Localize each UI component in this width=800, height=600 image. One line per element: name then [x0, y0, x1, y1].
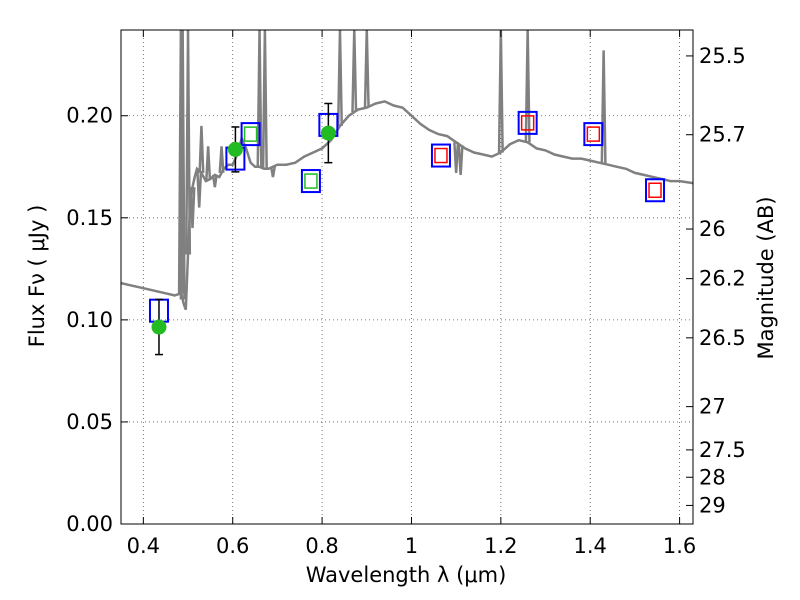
absorption-line — [196, 170, 203, 208]
emission-line — [600, 50, 607, 164]
emission-line — [497, 30, 504, 153]
right-tick-label: 26.2 — [699, 267, 746, 291]
data-points — [148, 102, 666, 356]
right-tick-label: 27 — [699, 395, 726, 419]
absorption-line — [211, 174, 218, 188]
emission-line — [351, 30, 358, 113]
emission-line — [218, 146, 225, 173]
emission-line — [179, 30, 186, 300]
model-photometry-square — [583, 122, 604, 147]
model-photometry-square — [240, 122, 261, 147]
emission-line — [205, 146, 212, 181]
emission-line — [261, 30, 268, 169]
fitted-photometry-square — [304, 173, 318, 189]
predicted-photometry-square — [434, 147, 448, 164]
right-tick-label: 28 — [699, 465, 726, 489]
x-tick-label: 0.8 — [305, 534, 338, 558]
x-tick-label: 1 — [405, 534, 418, 558]
emission-line — [256, 30, 263, 167]
x-axis-label: Wavelength λ (μm) — [306, 563, 507, 587]
model-photometry-square — [430, 143, 451, 168]
y-axis-label: Flux Fν ( μJy ) — [25, 205, 49, 348]
grid — [121, 30, 693, 525]
right-tick-label: 26 — [699, 217, 726, 241]
x-tick-label: 1.4 — [574, 534, 607, 558]
y-tick-label: 0.15 — [66, 206, 113, 230]
emission-line — [336, 30, 344, 126]
absorption-line — [453, 142, 460, 173]
absorption-line — [457, 145, 464, 176]
model-photometry-square — [300, 169, 321, 194]
x-tick-label: 1.6 — [663, 534, 696, 558]
absorption-line — [269, 166, 276, 178]
y-tick-label: 0.00 — [66, 512, 113, 536]
absorption-line — [189, 187, 196, 229]
right-tick-label: 29 — [699, 493, 726, 517]
fitted-photometry-square — [243, 126, 258, 142]
right-axis-label: Magnitude (AB) — [754, 196, 778, 359]
y-tick-label: 0.05 — [66, 410, 113, 434]
right-tick-label: 25.5 — [699, 44, 746, 68]
axis-ticks: 0.4 0.6 0.8 1 1.2 1.4 1.6 0.00 0.05 0.10 0.15 0.20 2… — [66, 30, 746, 558]
x-tick-label: 0.4 — [127, 534, 160, 558]
predicted-photometry-square — [520, 115, 535, 131]
emission-line — [363, 30, 370, 108]
plot-frame — [120, 29, 694, 525]
observed-photometry-point — [151, 319, 167, 335]
observed-photometry-point — [320, 125, 336, 141]
predicted-photometry-square — [586, 126, 601, 142]
emission-line — [524, 30, 531, 143]
right-tick-label: 26.5 — [699, 326, 746, 350]
right-tick-label: 27.5 — [699, 438, 746, 462]
right-tick-label: 25.7 — [699, 123, 746, 147]
observed-photometry-point — [227, 141, 243, 157]
model-photometry-square — [645, 178, 666, 203]
model-spectrum — [121, 30, 693, 311]
y-tick-label: 0.20 — [66, 104, 113, 128]
spectrum-line — [121, 100, 693, 311]
x-tick-label: 1.2 — [484, 534, 517, 558]
y-tick-label: 0.10 — [66, 308, 113, 332]
predicted-photometry-square — [648, 182, 662, 198]
x-tick-label: 0.6 — [216, 534, 249, 558]
model-photometry-square — [517, 110, 538, 135]
emission-line — [198, 125, 205, 173]
emission-line — [184, 30, 192, 255]
